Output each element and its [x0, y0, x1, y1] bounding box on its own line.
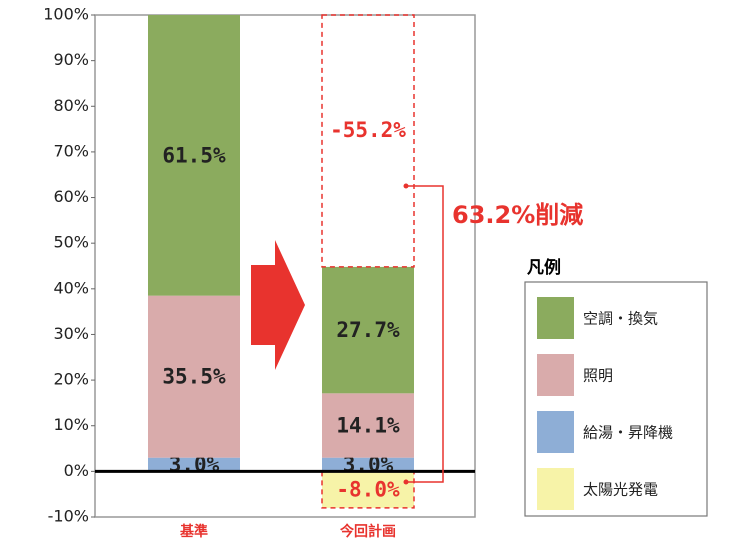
value-label: 14.1%	[336, 413, 400, 437]
y-tick-label: 0%	[64, 461, 89, 480]
legend-label: 照明	[583, 367, 613, 385]
legend-label: 太陽光発電	[583, 481, 658, 499]
y-tick-label: 60%	[53, 187, 89, 206]
x-tick-label: 基準	[180, 523, 208, 540]
annotation: 63.2%削減	[452, 201, 583, 229]
bar-segment	[148, 295, 240, 458]
legend-label: 空調・換気	[583, 310, 658, 328]
value-label: 35.5%	[162, 365, 226, 389]
reduction-box	[321, 14, 415, 268]
plot-frame	[94, 14, 476, 518]
y-tick-label: 40%	[53, 278, 89, 297]
y-tick-label: 100%	[43, 5, 89, 24]
legend-title: 凡例	[527, 257, 561, 278]
legend-swatch	[537, 297, 574, 339]
legend-label: 給湯・昇降機	[583, 424, 673, 442]
reduction-label: -55.2%	[330, 118, 406, 142]
bracket-dot	[403, 183, 409, 189]
value-label: 61.5%	[162, 143, 226, 167]
y-tick-label: 70%	[53, 141, 89, 160]
legend-swatch	[537, 468, 574, 510]
y-tick-label: 10%	[53, 415, 89, 434]
y-tick-label: 90%	[53, 50, 89, 69]
y-tick-label: 80%	[53, 96, 89, 115]
bar-segment	[322, 393, 414, 458]
y-tick-label: -10%	[48, 507, 89, 526]
y-tick-label: 50%	[53, 233, 89, 252]
y-tick-label: 30%	[53, 324, 89, 343]
bar-segment	[322, 266, 414, 394]
bar-segment	[321, 470, 415, 509]
value-label: -8.0%	[336, 478, 400, 502]
value-label: 27.7%	[336, 318, 400, 342]
bracket	[406, 185, 444, 483]
x-tick-label: 今回計画	[339, 523, 396, 540]
bar-segment	[322, 457, 414, 472]
bar-segment	[148, 457, 240, 472]
arrow	[251, 240, 305, 370]
bracket-dot	[403, 479, 409, 485]
legend-swatch	[537, 411, 574, 453]
y-tick-label: 20%	[53, 370, 89, 389]
legend-swatch	[537, 354, 574, 396]
bar-segment	[148, 15, 240, 296]
